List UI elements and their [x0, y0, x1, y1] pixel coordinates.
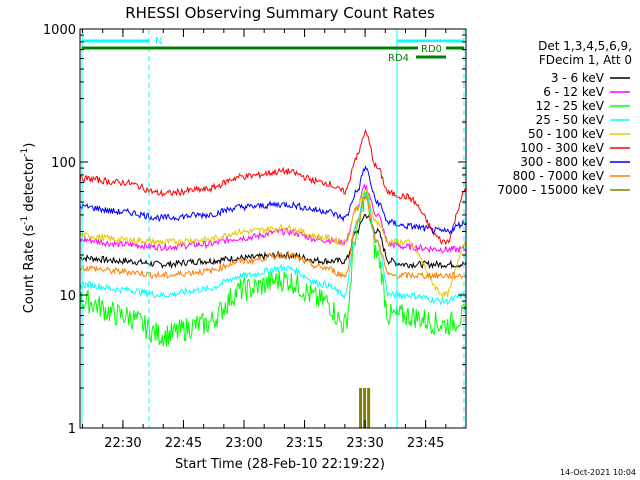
x-tick-label-6: 23:45 [407, 436, 444, 451]
series-4 [79, 192, 467, 306]
plot-frame [79, 28, 467, 429]
legend-label-4: 25 - 50 keV [536, 113, 605, 127]
series-2 [79, 184, 467, 254]
series-8-line [79, 194, 467, 280]
y-axis-label-end: ) [22, 143, 37, 148]
footer-timestamp: 14-Oct-2021 10:04 [560, 468, 636, 477]
tick-layer: 22:30 22:45 23:00 23:15 23:30 23:45 1 10 100 1000 [43, 23, 467, 451]
legend-header-line2: FDecim 1, Att 0 [539, 53, 632, 67]
series-5 [79, 189, 467, 300]
series-3-line [79, 190, 467, 347]
series-layer [79, 128, 467, 428]
legend-label-3: 12 - 25 keV [536, 99, 605, 113]
y-tick-label-2: 10 [59, 289, 76, 304]
rd4-label: RD4 [388, 53, 409, 64]
x-axis-label: Start Time (28-Feb-10 22:19:22) [175, 457, 385, 472]
legend-label-1: 3 - 6 keV [551, 71, 605, 85]
legend-label-6: 100 - 300 keV [520, 141, 604, 155]
legend-label-5: 50 - 100 keV [528, 127, 605, 141]
x-tick-label-1: 22:30 [104, 436, 141, 451]
marker-layer: N RD0 RD4 [81, 29, 465, 428]
night-label: N [155, 36, 162, 47]
legend-label-7: 300 - 800 keV [520, 155, 604, 169]
legend-header-line1: Det 1,3,4,5,6,9, [538, 39, 632, 53]
series-7-line [79, 164, 467, 235]
y-axis-label-sup1: -1 [20, 216, 30, 225]
series-6 [79, 128, 467, 246]
y-tick-label-3: 100 [51, 156, 76, 171]
x-tick-label-3: 23:00 [225, 436, 262, 451]
legend-label-2: 6 - 12 keV [543, 85, 605, 99]
series-9 [359, 387, 371, 428]
x-tick-label-2: 22:45 [165, 436, 202, 451]
y-axis-label-main: Count Rate (s [22, 225, 37, 314]
rd0-label: RD0 [421, 44, 442, 55]
series-9-bar-3 [367, 387, 371, 428]
series-3 [79, 190, 467, 347]
series-8 [79, 194, 467, 280]
rd0-label-bg [418, 42, 446, 54]
series-9-bar-1 [359, 387, 363, 428]
series-2-line [79, 184, 467, 254]
series-5-line [79, 189, 467, 300]
y-tick-label-4: 1000 [43, 23, 76, 38]
series-6-line [79, 128, 467, 246]
x-tick-label-5: 23:30 [346, 436, 383, 451]
legend-label-8: 800 - 7000 keV [513, 169, 605, 183]
legend-label-9: 7000 - 15000 keV [497, 183, 604, 197]
series-9-bar-2 [363, 387, 367, 428]
series-7 [79, 164, 467, 235]
y-tick-label-1: 1 [68, 422, 76, 437]
series-4-line [79, 192, 467, 306]
y-axis-label-tail: detector [22, 156, 37, 216]
chart-title: RHESSI Observing Summary Count Rates [125, 4, 435, 22]
y-axis-label: Count Rate (s-1 detector-1) [20, 143, 37, 314]
x-tick-label-4: 23:15 [286, 436, 323, 451]
y-axis-label-sup2: -1 [20, 148, 30, 157]
